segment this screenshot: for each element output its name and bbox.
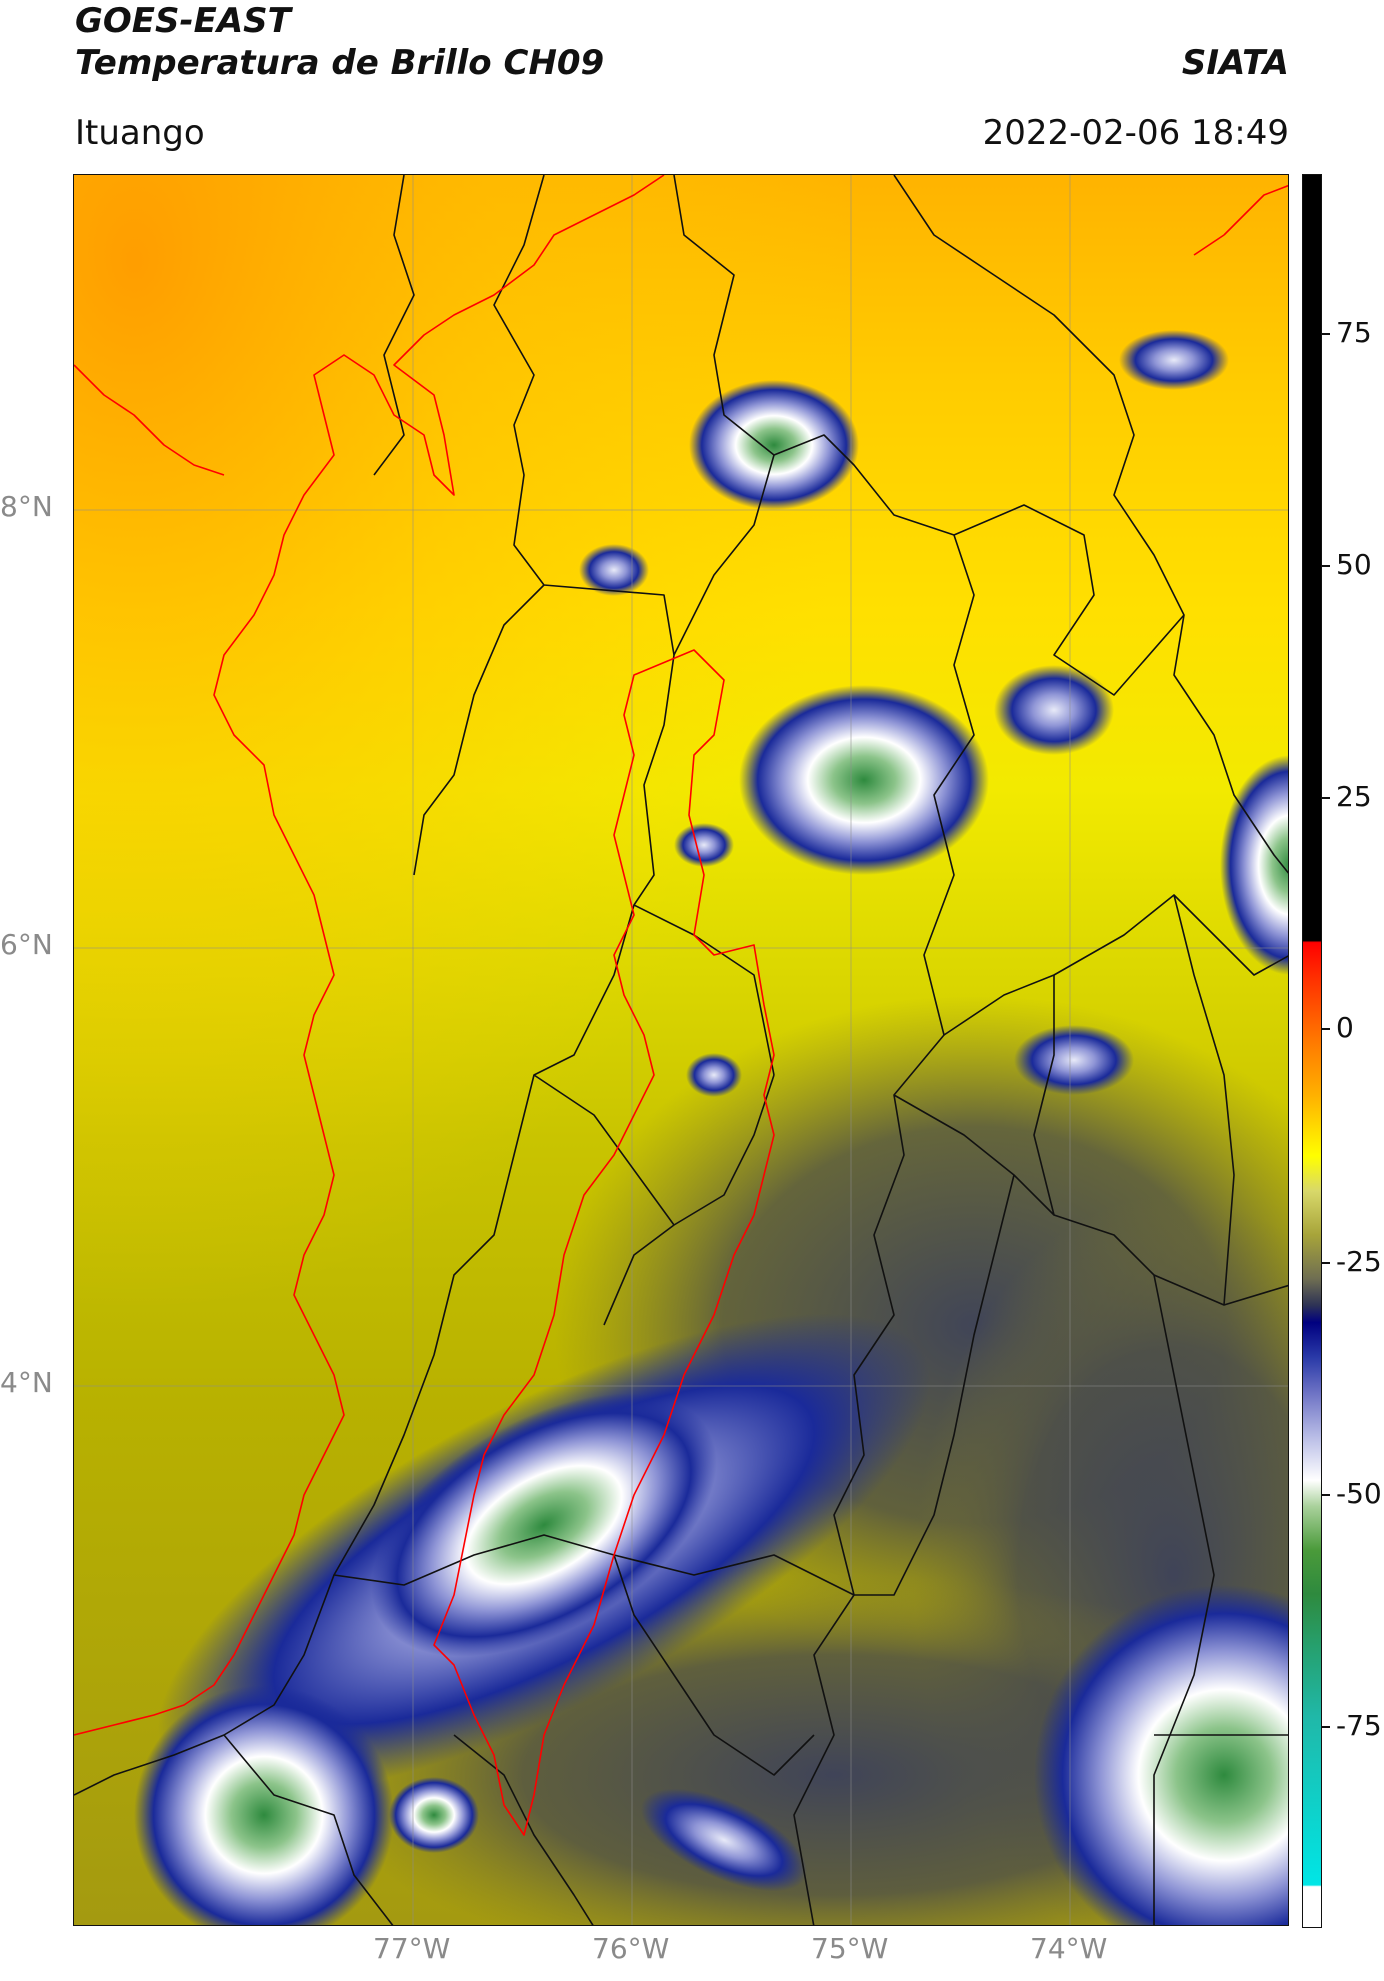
graticule [74, 175, 1288, 1925]
colorbar-tick-minus75 [1322, 1726, 1330, 1728]
cloud-patch-4 [1014, 1025, 1134, 1095]
colorbar-tick-minus50 [1322, 1494, 1330, 1496]
colorbar-label-0: 0 [1336, 1011, 1354, 1044]
colorbar-tick-0 [1322, 1028, 1330, 1030]
lat-label-6n: 6°N [0, 928, 53, 961]
cloud-patch-8 [389, 1777, 479, 1853]
colorbar-label-25: 25 [1336, 780, 1372, 813]
convective-cell-e [1220, 755, 1288, 975]
title-block: GOES-EAST Temperatura de Brillo CH09 [75, 0, 604, 84]
cloud-patch-5 [686, 1053, 742, 1097]
satellite-title: GOES-EAST [75, 1, 291, 41]
colorbar-tick-75 [1322, 333, 1330, 335]
convective-cell-north [689, 380, 859, 510]
lat-label-8n: 8°N [0, 490, 53, 523]
satellite-map[interactable] [73, 174, 1289, 1926]
lat-label-4n: 4°N [0, 1366, 53, 1399]
colorbar [1302, 174, 1322, 1928]
convective-cell-ne [739, 685, 989, 875]
cloud-patch-7 [640, 1788, 808, 1892]
region-label: Ituango [75, 113, 205, 153]
colorbar-label-50: 50 [1336, 548, 1372, 581]
colorbar-tick-50 [1322, 565, 1330, 567]
datetime-label: 2022-02-06 18:49 [982, 113, 1289, 153]
colorbar-label-minus75: -75 [1336, 1709, 1382, 1742]
colorbar-tick-minus25 [1322, 1262, 1330, 1264]
ituango-basin-outline [433, 649, 775, 1836]
lon-label-75w: 75°W [811, 1932, 889, 1965]
colorbar-label-minus50: -50 [1336, 1477, 1382, 1510]
coastline [74, 175, 1288, 1736]
cloud-patch-6 [674, 823, 734, 867]
colorbar-label-75: 75 [1336, 316, 1372, 349]
convective-cell-se [1034, 1585, 1288, 1925]
convective-core-center [371, 1393, 717, 1657]
product-title: Temperatura de Brillo CH09 [75, 43, 605, 83]
organization-label: SIATA [1181, 43, 1289, 83]
lon-label-77w: 77°W [373, 1932, 451, 1965]
lon-label-74w: 74°W [1030, 1932, 1108, 1965]
lon-label-76w: 76°W [592, 1932, 670, 1965]
cloud-patch-3 [994, 665, 1114, 755]
political-boundaries [74, 175, 1288, 1925]
colorbar-tick-25 [1322, 797, 1330, 799]
cloud-patch-2 [1119, 330, 1229, 390]
colorbar-label-minus25: -25 [1336, 1245, 1382, 1278]
